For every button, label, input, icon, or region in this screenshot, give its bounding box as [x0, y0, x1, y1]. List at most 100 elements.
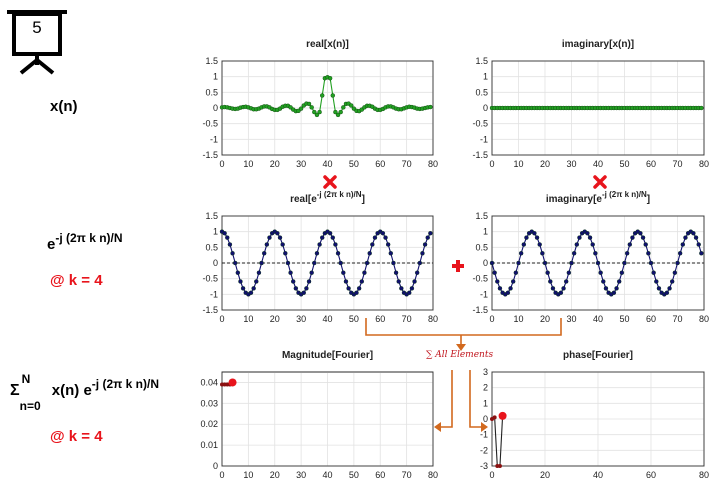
data-point: [627, 242, 632, 247]
y-tick-label: 0: [483, 258, 488, 268]
data-point: [518, 251, 524, 256]
data-point: [280, 242, 285, 247]
x-tick-label: 50: [619, 159, 629, 169]
x-tick-label: 20: [540, 314, 550, 324]
data-point: [566, 270, 572, 275]
data-point: [622, 260, 627, 266]
x-tick-label: 50: [349, 159, 359, 169]
data-point: [309, 105, 314, 110]
x-tick-label: 40: [322, 470, 332, 480]
y-tick-label: 0: [213, 258, 218, 268]
data-point: [356, 286, 362, 291]
x-tick-label: 30: [566, 159, 576, 169]
data-point: [291, 279, 296, 284]
data-point: [534, 235, 540, 240]
data-point: [240, 286, 246, 291]
x-tick-label: 30: [566, 314, 576, 324]
data-point: [425, 235, 430, 240]
data-point: [699, 251, 704, 256]
y-tick-label: 1: [213, 227, 218, 237]
connector-line: [440, 370, 453, 428]
y-tick-label: -0.5: [202, 274, 218, 284]
sum-all-elements-note: ∑ All Elements: [426, 350, 494, 360]
data-point: [571, 251, 577, 256]
x-tick-label: 80: [699, 470, 709, 480]
sum-body: x(n) e: [51, 382, 92, 399]
data-point: [489, 260, 495, 266]
data-point: [550, 286, 556, 291]
y-tick-label: 1: [483, 72, 488, 82]
data-point: [667, 286, 672, 291]
k-note: @ k = 4: [50, 272, 103, 289]
kernel-label: e-j (2π k n)/N: [47, 231, 123, 253]
data-point: [283, 251, 288, 256]
x-tick-label: 30: [296, 314, 306, 324]
data-point: [670, 279, 675, 284]
highlight-point: [228, 378, 237, 387]
y-tick-label: 2: [483, 383, 488, 393]
arrowhead-icon: [456, 344, 466, 351]
y-tick-label: 0.03: [200, 398, 218, 408]
title-end: ]: [362, 194, 365, 205]
plot-imag_x: 0 10 20 30 40 50 60 70 80 1.5 1 0.5 0 -0.5 -1 -1.5 imagi…: [472, 39, 709, 169]
x-tick-label: 0: [219, 470, 224, 480]
data-point: [362, 270, 367, 275]
plot-title: Magnitude[Fourier]: [282, 350, 373, 361]
y-tick-label: 1: [213, 72, 218, 82]
data-point: [492, 270, 497, 275]
data-point: [259, 260, 264, 266]
arrowhead-icon: [434, 422, 441, 432]
plot-imag_kernel: 0 10 20 30 40 50 60 70 80 1.5 1 0.5 0 -0.5 -1 -1.5 imagi…: [472, 190, 709, 324]
data-point: [317, 109, 322, 115]
bracket-line: [365, 318, 562, 336]
y-tick-label: 1.5: [205, 56, 218, 66]
y-tick-label: -0.5: [472, 119, 488, 129]
data-point: [561, 286, 566, 291]
x-tick-label: 60: [375, 470, 385, 480]
x-tick-label: 20: [270, 314, 280, 324]
data-point: [333, 242, 338, 247]
data-point: [330, 93, 335, 98]
data-point: [505, 290, 511, 295]
plot-title: imaginary[e-j (2π k n)/N]: [546, 190, 650, 205]
slide-number: 5: [32, 18, 42, 37]
y-tick-label: -1: [480, 430, 488, 440]
title-exponent: -j (2π k n)/N: [602, 190, 647, 199]
data-point: [537, 242, 542, 247]
data-point: [593, 251, 598, 256]
x-tick-label: 20: [540, 159, 550, 169]
data-point: [651, 270, 656, 275]
data-point: [262, 251, 267, 256]
data-point: [264, 242, 270, 247]
data-point: [327, 231, 333, 236]
data-point: [564, 279, 569, 284]
data-point: [380, 231, 386, 236]
data-point: [654, 279, 659, 284]
x-tick-label: 70: [402, 470, 412, 480]
title-base: real[e: [290, 194, 317, 205]
data-point: [301, 290, 306, 295]
data-point: [343, 279, 349, 284]
x-tick-label: 30: [296, 470, 306, 480]
y-tick-label: -1.5: [202, 305, 218, 315]
x-tick-label: 10: [513, 314, 523, 324]
y-tick-label: -0.5: [472, 274, 488, 284]
x-tick-label: 70: [402, 314, 412, 324]
data-point: [222, 231, 227, 236]
data-point: [346, 286, 351, 291]
y-tick-label: 0.02: [200, 419, 218, 429]
y-tick-label: 1.5: [475, 56, 488, 66]
data-point: [648, 260, 654, 266]
data-point: [359, 279, 364, 284]
data-point: [601, 279, 606, 284]
data-point: [312, 260, 317, 266]
data-point: [251, 286, 256, 291]
data-point: [349, 103, 354, 108]
x-tick-label: 80: [699, 159, 709, 169]
data-point: [611, 290, 617, 295]
data-point: [225, 235, 230, 240]
data-point: [314, 112, 320, 118]
sum-symbol: Σ: [10, 382, 20, 399]
data-point: [414, 270, 420, 275]
